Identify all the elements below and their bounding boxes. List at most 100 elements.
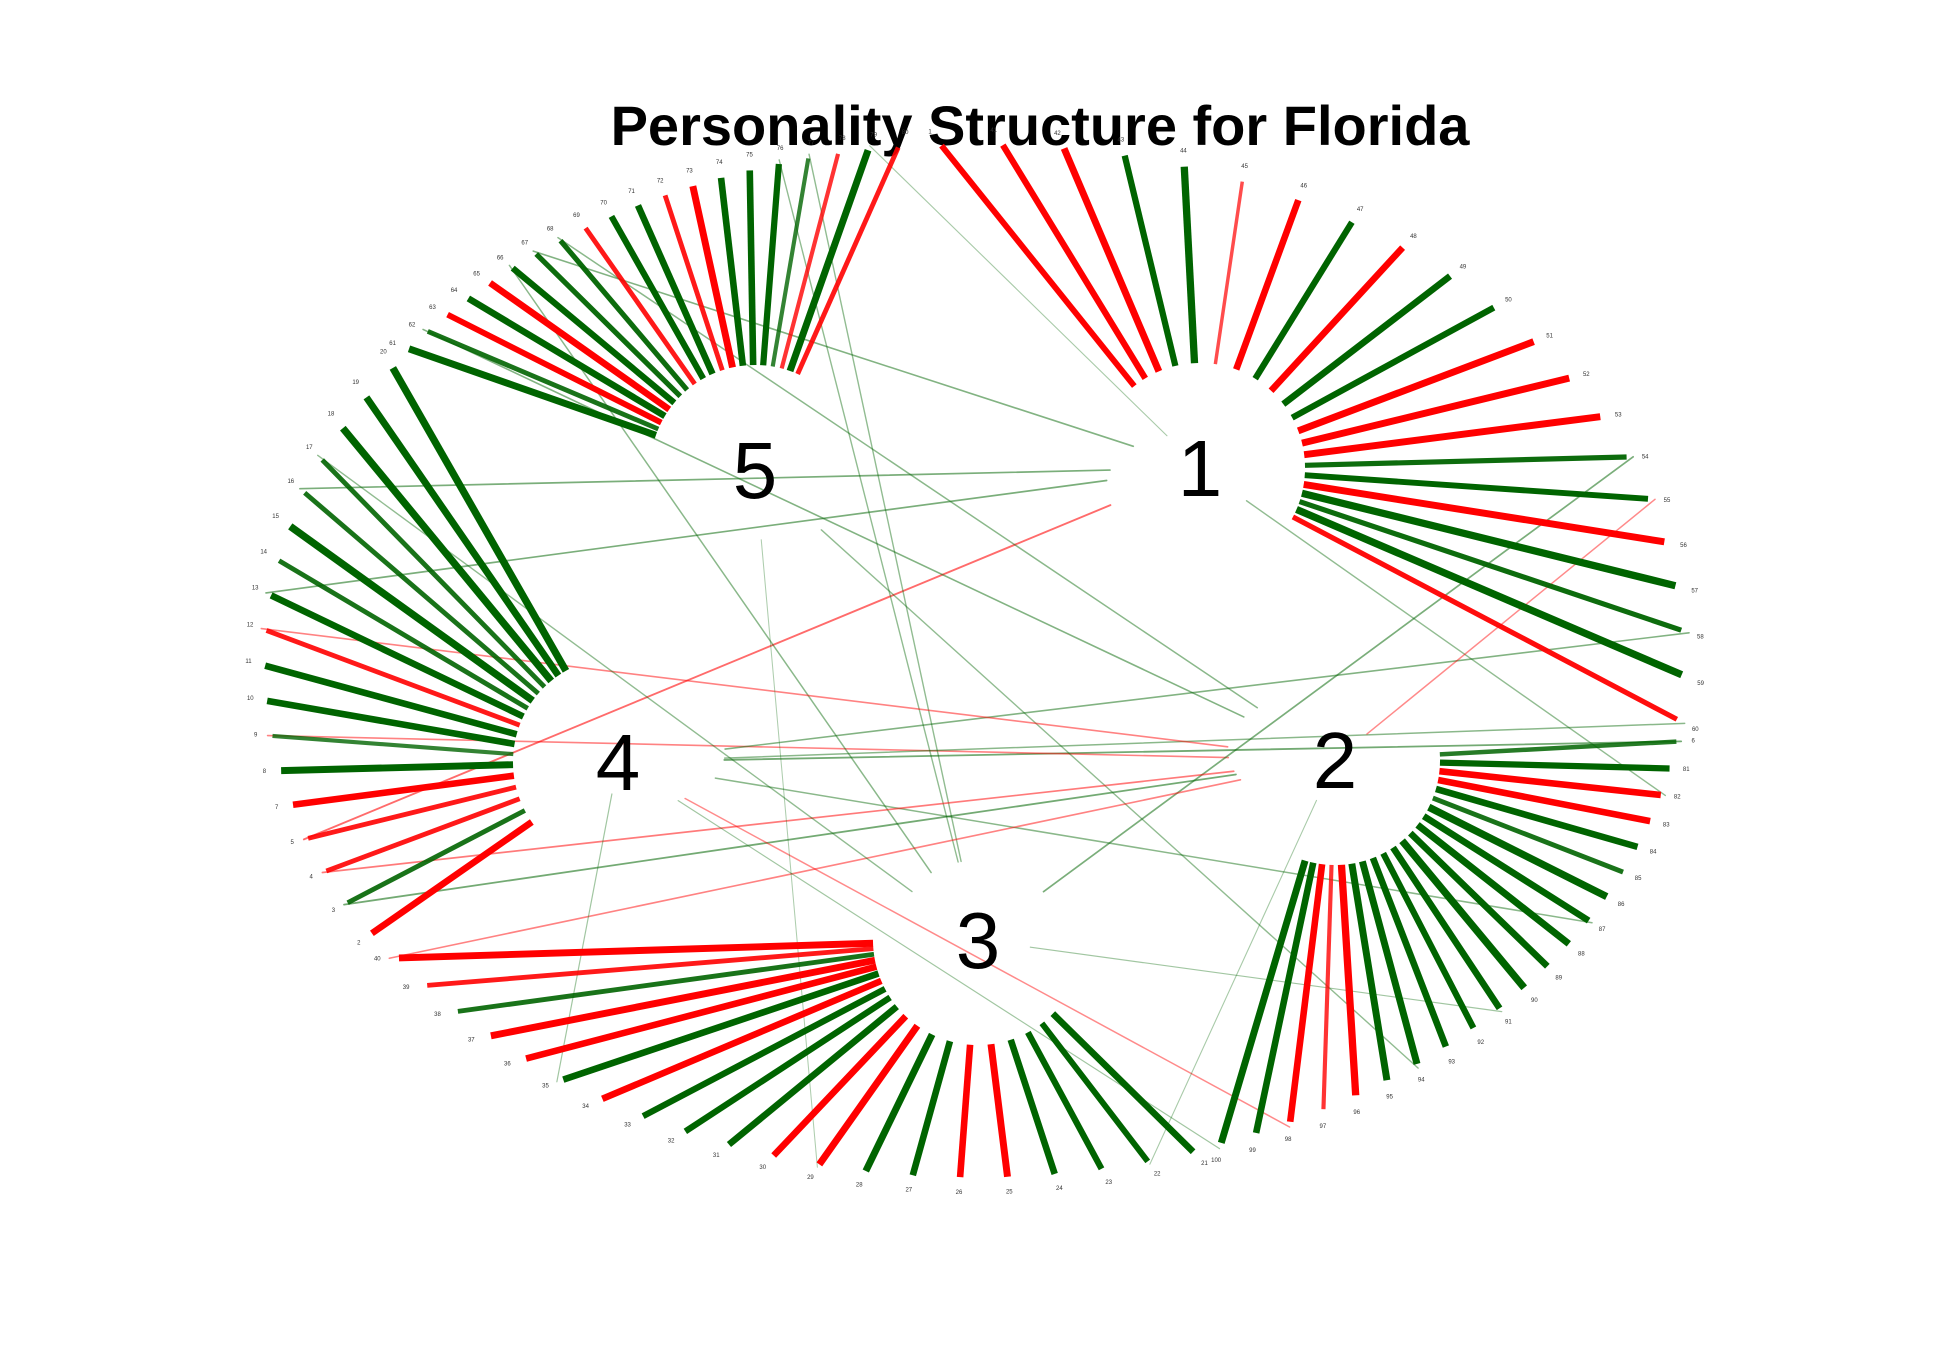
loading-line-item-53 [1303, 413, 1601, 459]
loading-line-item-26 [956, 1044, 974, 1178]
loading-line-item-28 [862, 1032, 936, 1173]
item-label: 24 [1056, 1186, 1063, 1192]
loading-line-item-59 [1295, 506, 1684, 679]
item-label: 69 [573, 213, 580, 219]
loading-line-item-39 [427, 946, 874, 988]
cross-loading-line [808, 153, 962, 863]
item-label: 30 [759, 1165, 766, 1171]
item-label: 78 [839, 136, 846, 142]
loading-line-item-33 [641, 986, 887, 1119]
item-label: 72 [657, 178, 664, 184]
item-label: 47 [1357, 207, 1364, 213]
loading-line-item-42 [1060, 147, 1163, 373]
loading-line-item-41 [1000, 143, 1148, 381]
loading-line-item-95 [1348, 863, 1391, 1081]
factor-label-4: 4 [596, 718, 641, 807]
loading-line-item-31 [726, 1004, 899, 1148]
cross-loading-line [1366, 498, 1656, 735]
item-label: 40 [374, 957, 381, 963]
item-label: 74 [716, 160, 723, 166]
item-label: 98 [1285, 1137, 1292, 1143]
loading-line-item-57 [1301, 489, 1677, 590]
loading-line-item-84 [1435, 785, 1639, 851]
loading-line-item-11 [264, 662, 518, 738]
loading-line-item-20 [389, 366, 570, 673]
item-label: 26 [956, 1190, 963, 1196]
cross-loading-line [265, 479, 1108, 594]
item-label: 77 [808, 140, 815, 146]
item-label: 61 [389, 341, 396, 347]
item-label: 92 [1477, 1040, 1484, 1046]
primary-loading-layer [264, 143, 1684, 1178]
loading-line-item-21 [1050, 1011, 1196, 1155]
item-label: 95 [1386, 1094, 1393, 1100]
item-label: 38 [434, 1012, 441, 1018]
cross-loading-line [778, 159, 959, 863]
item-label-layer: 1 41 4243444546474849505152535455565758596… [245, 128, 1704, 1196]
loading-line-item-100 [1217, 859, 1309, 1144]
item-label: 45 [1241, 164, 1248, 170]
cross-loading-line [343, 773, 1237, 906]
loading-line-item-67 [534, 252, 683, 399]
item-label: 50 [1505, 298, 1512, 304]
item-label: 81 [1683, 767, 1690, 773]
loading-line-item-12 [265, 628, 521, 728]
item-label: 82 [1674, 795, 1681, 801]
item-label: 21 [1201, 1161, 1208, 1167]
cross-loading-line [317, 454, 913, 893]
loading-line-item-93 [1369, 856, 1449, 1048]
loading-line-item-77 [770, 158, 811, 367]
item-label: 66 [497, 256, 504, 262]
item-label: 73 [686, 169, 693, 175]
loading-line-item-51 [1296, 338, 1535, 435]
loading-line-item-74 [717, 177, 747, 367]
item-label: 49 [1460, 264, 1467, 270]
item-label: 79 [870, 132, 877, 138]
item-label: 22 [1154, 1172, 1161, 1178]
item-label: 48 [1410, 234, 1417, 240]
loading-line-item-90 [1399, 838, 1528, 991]
loading-line-item-9 [272, 733, 514, 757]
item-label: 86 [1618, 902, 1625, 908]
item-label: 20 [380, 349, 387, 355]
item-label: 31 [713, 1153, 720, 1159]
loading-line-item-1 [939, 143, 1137, 388]
item-label: 63 [429, 305, 436, 311]
item-label: 88 [1578, 952, 1585, 958]
loading-line-item-23 [1025, 1030, 1105, 1171]
item-label: 32 [668, 1139, 675, 1145]
cross-loading-line [1149, 799, 1318, 1165]
loading-line-item-65 [488, 280, 672, 413]
cross-loading-line [869, 145, 1168, 437]
cross-loading-line [714, 777, 1593, 924]
item-label: 46 [1300, 183, 1307, 189]
loading-line-item-64 [466, 295, 667, 419]
loading-line-item-85 [1431, 795, 1624, 875]
cross-loading-line [1042, 455, 1635, 893]
cross-loading-line [820, 529, 1419, 1069]
item-label: 39 [403, 985, 410, 991]
item-label: 60 [1692, 727, 1699, 733]
loading-line-item-89 [1408, 830, 1550, 969]
loading-line-item-56 [1303, 481, 1665, 546]
item-label: 97 [1320, 1124, 1327, 1130]
item-label: 2 [357, 940, 361, 946]
loading-line-item-88 [1415, 822, 1571, 947]
loading-line-item-96 [1337, 864, 1360, 1096]
item-label: 68 [547, 226, 554, 232]
item-label: 85 [1635, 876, 1642, 882]
item-label: 8 [263, 769, 267, 775]
loading-line-item-86 [1427, 803, 1609, 900]
cross-loading-line [266, 734, 1230, 759]
item-label: 83 [1663, 822, 1670, 828]
item-label: 13 [252, 586, 259, 592]
loading-line-item-24 [1007, 1038, 1058, 1175]
item-label: 55 [1664, 498, 1671, 504]
loading-line-item-16 [303, 490, 540, 696]
factor-label-3: 3 [956, 896, 1001, 985]
loading-line-item-30 [771, 1013, 909, 1158]
factor-label-5: 5 [733, 426, 778, 515]
loading-line-item-5 [307, 784, 517, 841]
item-label: 99 [1249, 1148, 1256, 1154]
item-label: 4 [310, 875, 314, 881]
